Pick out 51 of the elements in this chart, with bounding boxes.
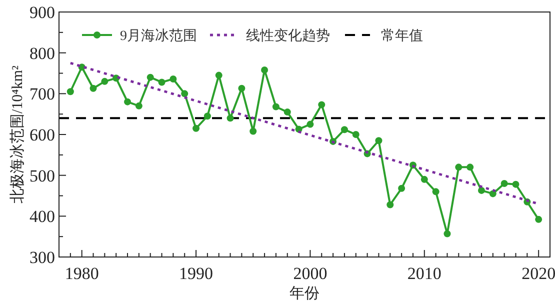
y-tick-label: 500 bbox=[30, 166, 55, 186]
y-tick-label: 600 bbox=[30, 126, 55, 144]
point bbox=[500, 180, 508, 187]
x-tick-label: 1980 bbox=[64, 264, 99, 283]
point bbox=[375, 137, 382, 144]
x-axis-title: 年份 bbox=[290, 285, 320, 302]
x-tick-label: 1990 bbox=[179, 264, 214, 283]
point bbox=[101, 78, 108, 85]
point bbox=[158, 78, 166, 86]
y-tick-label: 800 bbox=[30, 44, 55, 63]
point bbox=[398, 184, 406, 192]
point bbox=[466, 164, 474, 171]
x-tick-label: 2010 bbox=[407, 264, 442, 283]
point bbox=[420, 176, 428, 183]
legend-label: 线性变化趋势 bbox=[246, 28, 330, 44]
point bbox=[238, 84, 246, 92]
point bbox=[444, 230, 451, 238]
point bbox=[226, 114, 234, 122]
point bbox=[135, 102, 142, 110]
point bbox=[192, 124, 200, 132]
point bbox=[535, 216, 542, 223]
y-tick-label: 400 bbox=[30, 207, 55, 226]
y-tick-label: 700 bbox=[30, 84, 55, 104]
point bbox=[272, 103, 280, 110]
point bbox=[215, 72, 222, 79]
point bbox=[204, 112, 211, 120]
point bbox=[386, 201, 394, 208]
point bbox=[284, 108, 291, 116]
point bbox=[261, 66, 268, 74]
point bbox=[146, 74, 154, 81]
point bbox=[455, 164, 462, 171]
point bbox=[432, 188, 440, 196]
y-tick-label: 900 bbox=[30, 3, 55, 22]
point bbox=[512, 180, 520, 188]
x-tick-label: 2000 bbox=[293, 264, 328, 283]
point bbox=[90, 84, 97, 92]
point bbox=[124, 98, 132, 106]
y-tick-label: 300 bbox=[30, 248, 55, 267]
point bbox=[352, 131, 360, 138]
point bbox=[478, 186, 485, 194]
point bbox=[181, 90, 188, 98]
legend-label: 9月海冰范围 bbox=[120, 28, 197, 44]
point bbox=[318, 101, 326, 108]
point bbox=[170, 75, 177, 82]
point bbox=[340, 126, 348, 134]
x-tick-label: 2020 bbox=[522, 264, 555, 283]
y-axis-title: 北极海冰范围/10⁴km² bbox=[9, 64, 26, 204]
point bbox=[306, 120, 314, 128]
point bbox=[66, 88, 74, 96]
point bbox=[250, 128, 257, 135]
legend-label: 常年值 bbox=[381, 28, 423, 44]
